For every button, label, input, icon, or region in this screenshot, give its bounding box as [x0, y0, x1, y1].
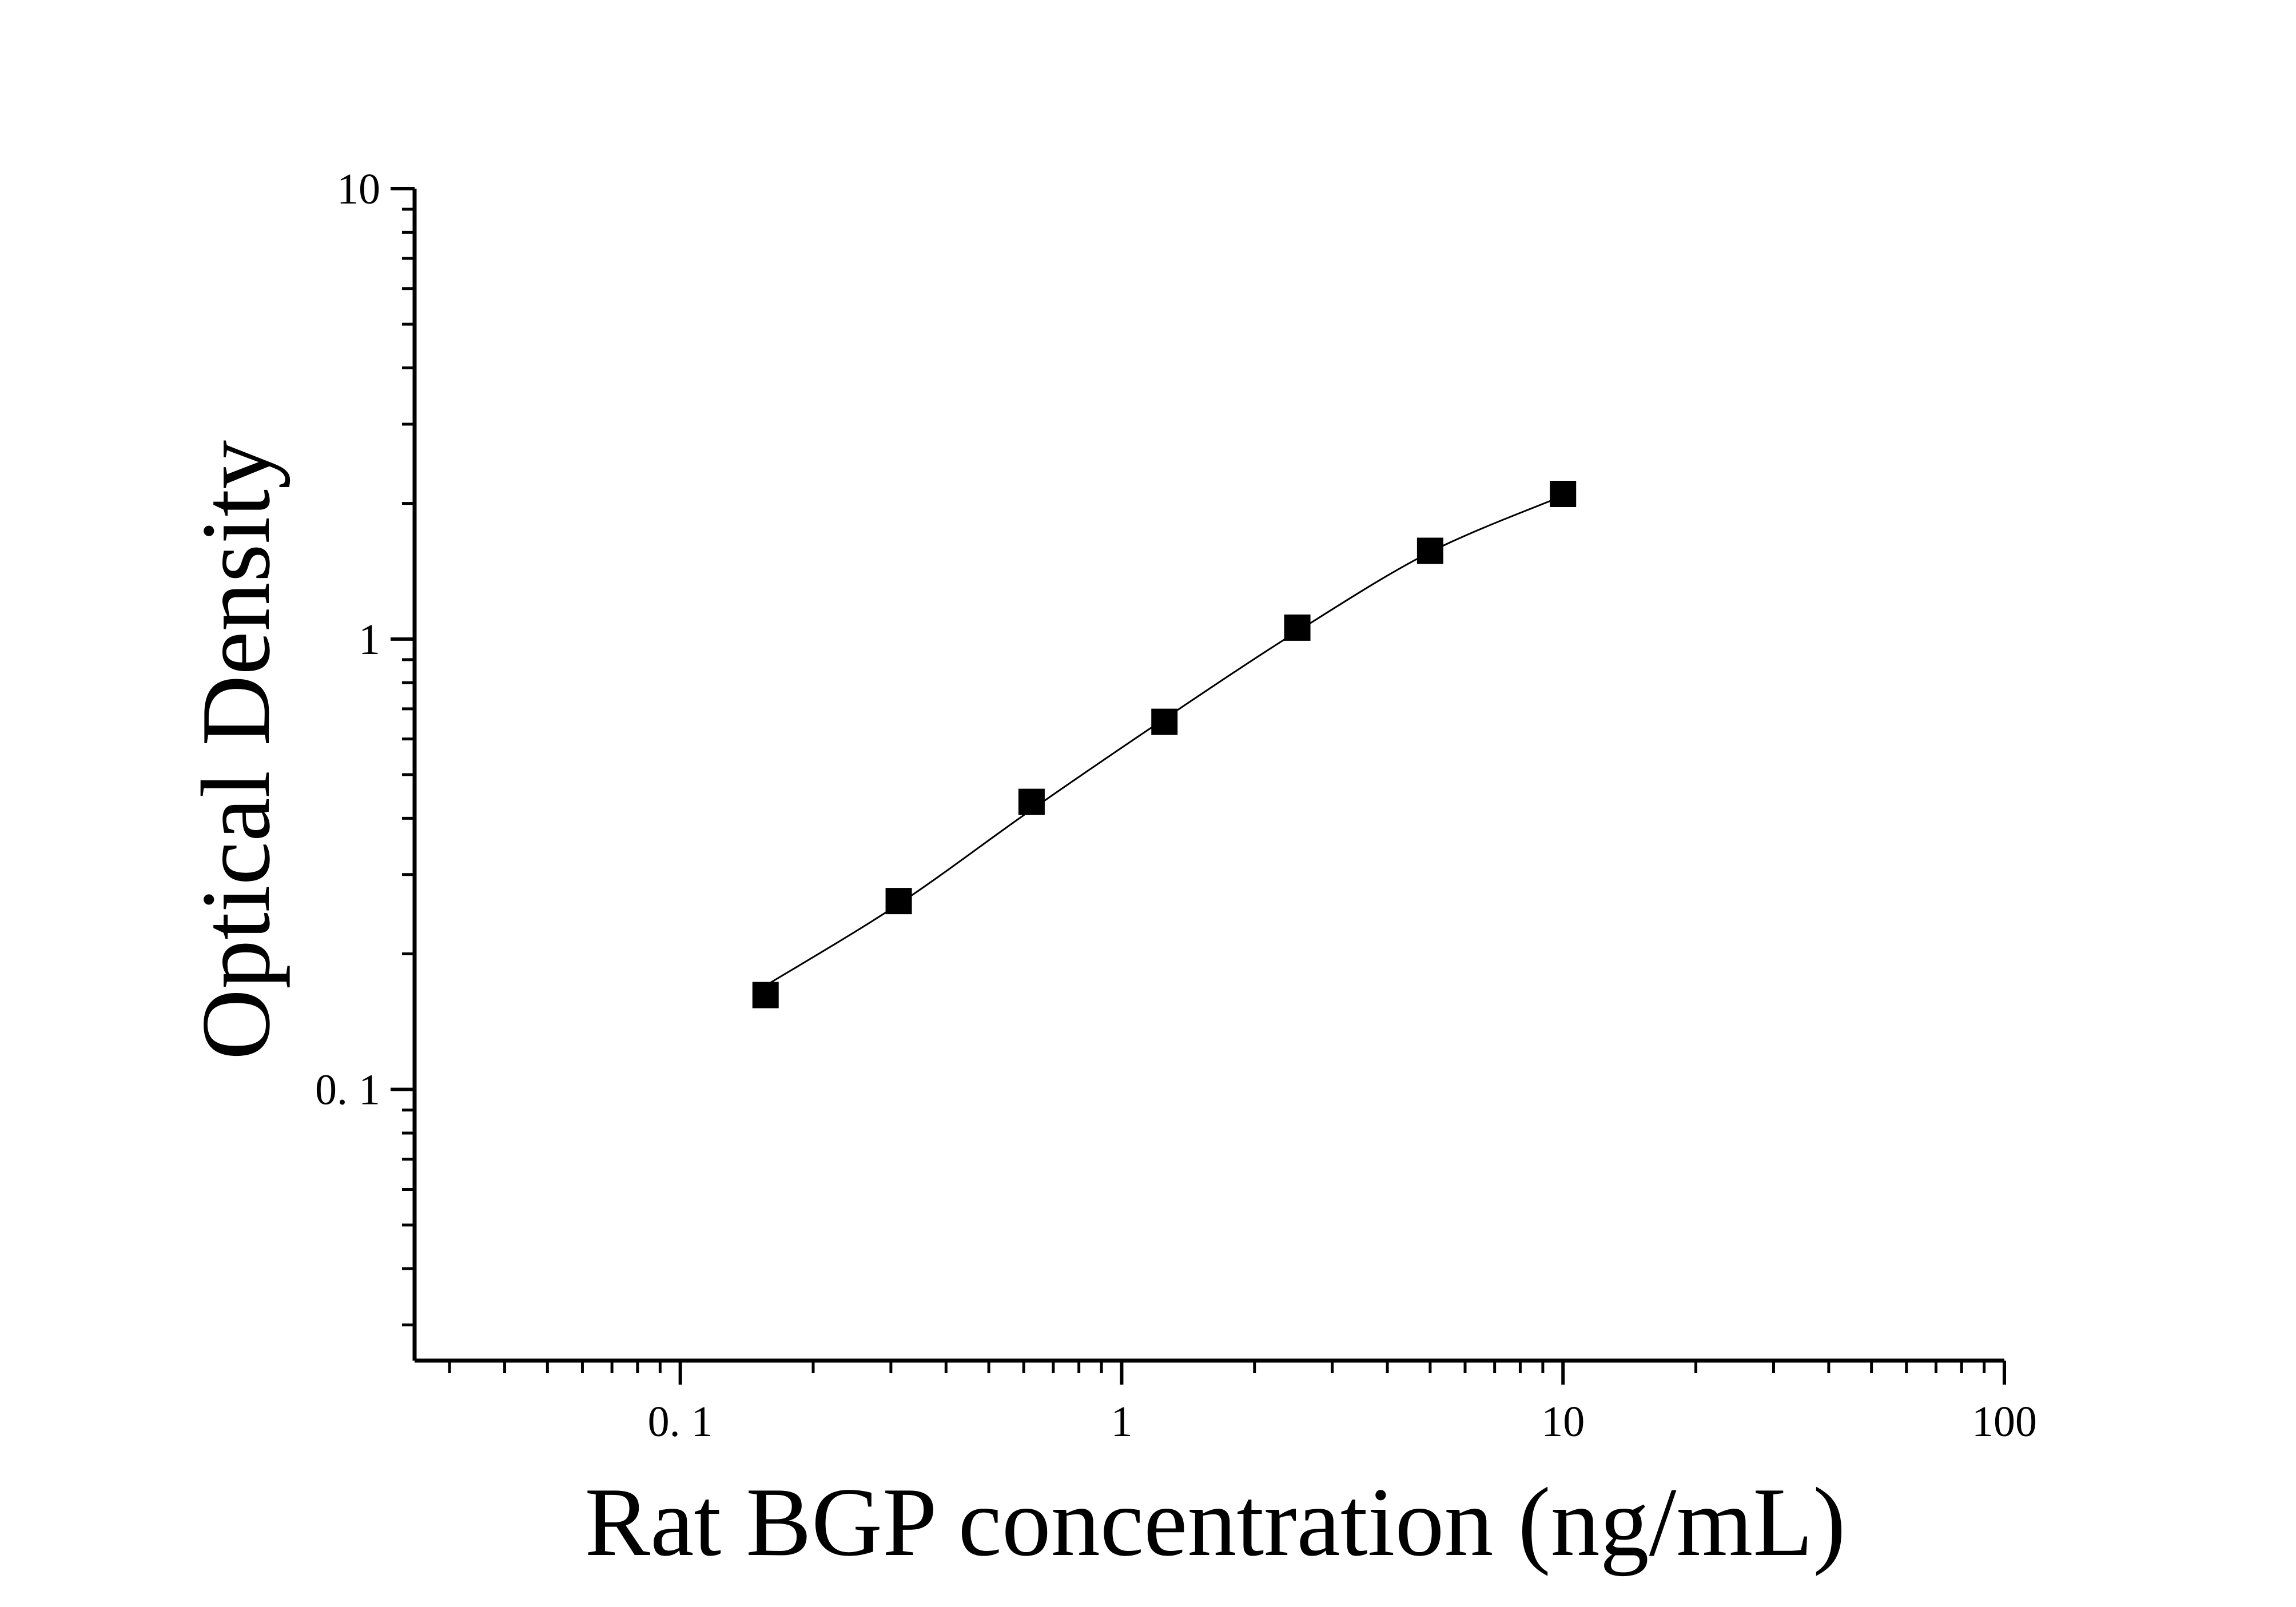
data-point [1550, 480, 1577, 507]
data-point [1151, 708, 1178, 735]
y-tick-label: 1 [359, 616, 380, 664]
data-point [1018, 788, 1045, 815]
x-tick-label: 10 [1541, 1398, 1585, 1446]
x-axis-title: Rat BGP concentration (ng/mL) [584, 1468, 1845, 1577]
plot-area: 0. 1 1 10 100 0. 1 1 10 [315, 165, 2037, 1446]
y-tick-label: 10 [337, 165, 380, 213]
y-tick-label: 0. 1 [315, 1066, 380, 1114]
y-axis-title: Optical Density [182, 440, 291, 1060]
x-tick-label: 1 [1111, 1398, 1132, 1446]
data-point [885, 888, 912, 915]
x-tick-label: 0. 1 [648, 1398, 713, 1446]
x-tick-label: 100 [1972, 1398, 2037, 1446]
data-point [1284, 614, 1311, 641]
data-point [1416, 537, 1443, 564]
data-point [752, 982, 779, 1008]
